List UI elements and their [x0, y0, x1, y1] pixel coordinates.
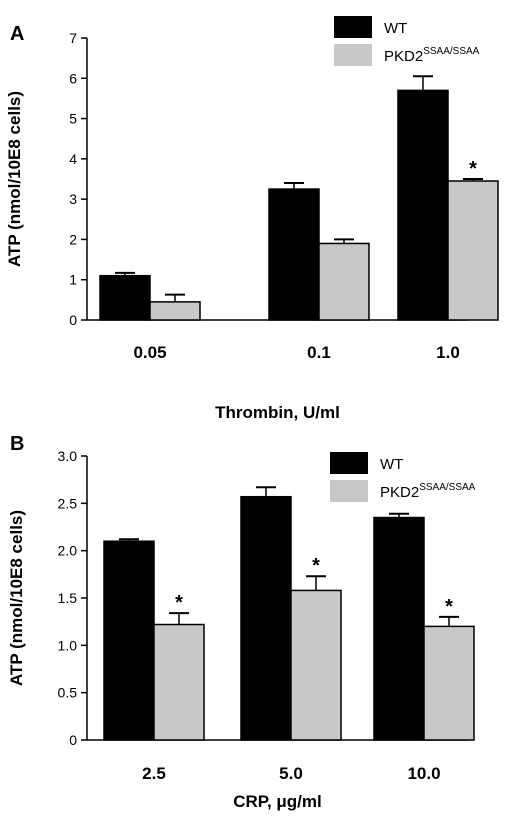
y-tick-label: 2.5 [58, 495, 78, 511]
significance-marker: * [312, 555, 320, 577]
panel-letter: A [10, 23, 24, 45]
y-axis-title: ATP (nmol/10E8 cells) [5, 91, 24, 267]
bar [268, 188, 320, 321]
significance-marker: * [445, 596, 453, 618]
y-tick-label: 6 [69, 70, 77, 86]
y-tick-label: 0 [69, 312, 77, 328]
y-tick-label: 3.0 [58, 448, 78, 464]
bar [103, 540, 155, 741]
legend-swatch [334, 44, 372, 66]
legend-label: WT [380, 456, 403, 473]
y-axis-title: ATP (nmol/10E8 cells) [7, 510, 26, 686]
y-tick-label: 1 [69, 272, 77, 288]
legend-label: PKD2SSAA/SSAA [380, 482, 476, 501]
y-tick-label: 2 [69, 231, 77, 247]
y-tick-label: 1.0 [58, 637, 78, 653]
y-tick-label: 7 [69, 30, 77, 46]
legend-label-superscript: SSAA/SSAA [419, 482, 475, 493]
legend-swatch [330, 452, 368, 474]
y-tick-label: 1.5 [58, 590, 78, 606]
x-tick-label: 10.0 [407, 764, 440, 783]
panel-letter: B [10, 433, 24, 455]
bar [149, 301, 201, 321]
bar [397, 89, 449, 321]
x-tick-label: 0.1 [307, 343, 331, 362]
legend-swatch [330, 480, 368, 502]
y-tick-label: 0 [69, 732, 77, 748]
bar [423, 625, 475, 741]
bar [290, 589, 342, 741]
bar [240, 495, 292, 741]
y-tick-label: 0.5 [58, 685, 78, 701]
bar [373, 516, 425, 741]
y-tick-label: 5 [69, 111, 77, 127]
legend-label: PKD2SSAA/SSAA [384, 46, 480, 65]
x-tick-label: 1.0 [436, 343, 460, 362]
x-axis-title: CRP, μg/ml [233, 792, 322, 811]
significance-marker: * [469, 158, 477, 180]
x-axis-title: Thrombin, U/ml [215, 403, 340, 422]
x-tick-label: 0.05 [133, 343, 166, 362]
x-tick-label: 5.0 [279, 764, 303, 783]
legend-swatch [334, 16, 372, 38]
y-tick-label: 3 [69, 191, 77, 207]
bar [447, 180, 499, 321]
bar [99, 274, 151, 321]
legend-label-superscript: SSAA/SSAA [423, 46, 479, 57]
significance-marker: * [175, 592, 183, 614]
panel-b: B 0 0.5 1.0 1.5 2.0 2.5 3.0 ATP (nmol/10E8 cells… [7, 433, 476, 811]
y-tick-label: 2.0 [58, 543, 78, 559]
bar [318, 242, 370, 321]
y-tick-label: 4 [69, 151, 77, 167]
bar [153, 623, 205, 741]
panel-a: A 0 1 2 3 4 5 6 7 ATP (nmol/10E8 cells) 0.05 0.1 1.0… [5, 16, 499, 422]
legend-label: WT [384, 20, 407, 37]
x-tick-label: 2.5 [142, 764, 166, 783]
